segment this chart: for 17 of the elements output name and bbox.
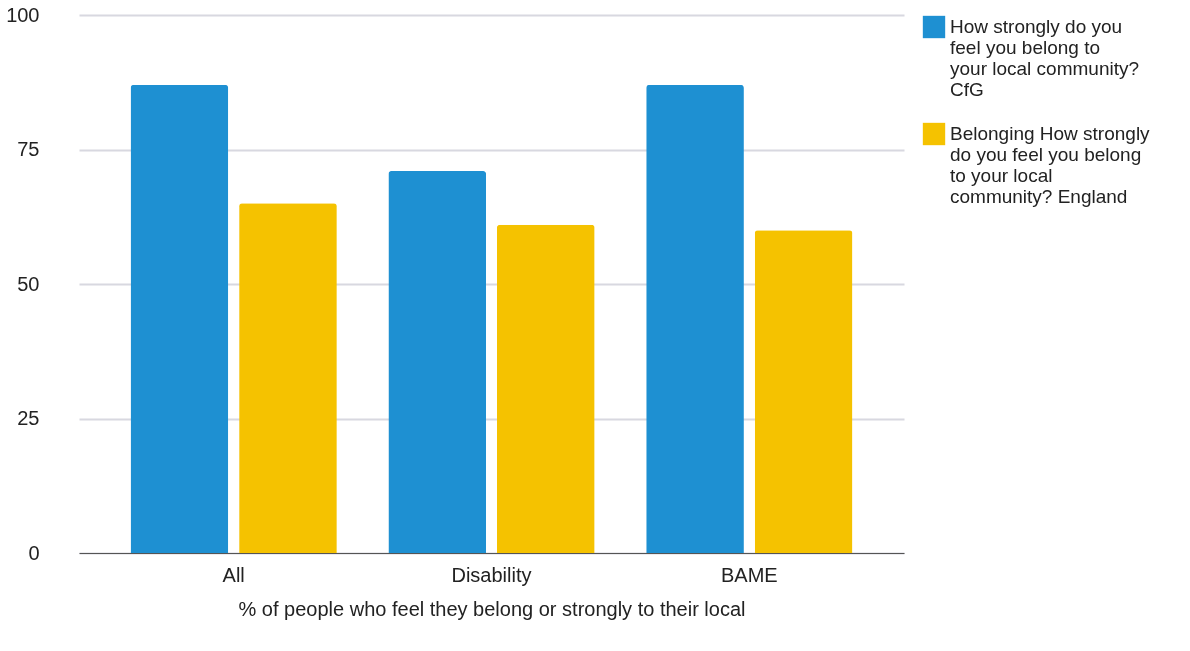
bar bbox=[239, 203, 337, 553]
legend-label: Belonging How strongly do you feel you belong to your local community? England bbox=[950, 123, 1151, 207]
y-tick-label: 50 bbox=[17, 272, 40, 295]
x-axis-title: % of people who feel they belong or strongly to their local bbox=[238, 597, 746, 620]
x-tick-label: Disability bbox=[451, 563, 532, 586]
y-tick-label: 0 bbox=[28, 541, 40, 564]
x-tick-label: BAME bbox=[720, 563, 778, 586]
legend-label: How strongly do you feel you belong to your local community? CfG bbox=[950, 16, 1140, 100]
x-tick-label: All bbox=[222, 563, 245, 586]
y-tick-label: 75 bbox=[17, 138, 40, 160]
bar bbox=[646, 84, 744, 553]
y-tick-label: 100 bbox=[6, 3, 40, 26]
bar bbox=[130, 84, 229, 553]
bar bbox=[496, 224, 595, 553]
bar bbox=[754, 230, 853, 553]
bar bbox=[388, 171, 487, 553]
y-tick-label: 25 bbox=[17, 407, 40, 429]
